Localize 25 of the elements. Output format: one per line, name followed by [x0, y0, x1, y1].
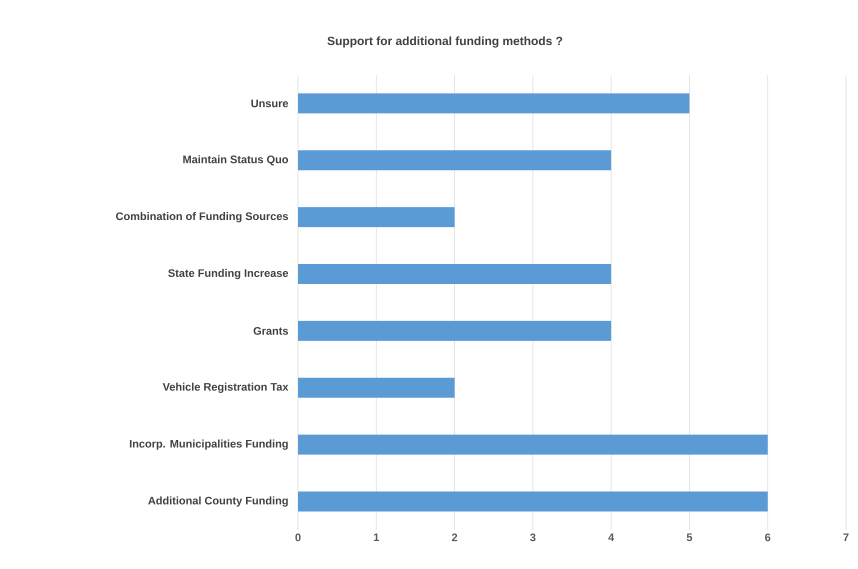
bar	[298, 264, 612, 284]
x-tick-label: 1	[374, 534, 380, 542]
bar	[298, 93, 690, 114]
y-tick-label: Vehicle Registration Tax	[162, 382, 288, 393]
y-tick-label: Combination of Funding Sources	[116, 212, 288, 222]
x-tick-label: 7	[843, 534, 849, 542]
x-tick-label: 6	[765, 534, 770, 542]
bar	[298, 207, 455, 228]
bar	[298, 320, 612, 341]
bar	[298, 492, 768, 512]
chart-title: Support for additional funding methods ?	[327, 36, 562, 48]
x-tick-label: 5	[686, 534, 692, 542]
x-tick-label: 0	[295, 534, 301, 542]
y-tick-label: Unsure	[251, 100, 288, 108]
bar	[298, 434, 768, 455]
y-tick-label: Maintain Status Quo	[183, 155, 288, 166]
y-tick-label: Additional County Funding	[148, 496, 288, 507]
y-tick-label: Grants	[254, 327, 288, 335]
x-tick-label: 3	[530, 534, 536, 542]
x-tick-label: 2	[452, 534, 458, 542]
bar	[298, 150, 612, 170]
bar	[298, 378, 455, 398]
y-tick-label: State Funding Increase	[168, 268, 288, 280]
x-tick-label: 4	[608, 534, 614, 542]
y-tick-label: Incorp. Municipalities Funding	[130, 440, 288, 450]
